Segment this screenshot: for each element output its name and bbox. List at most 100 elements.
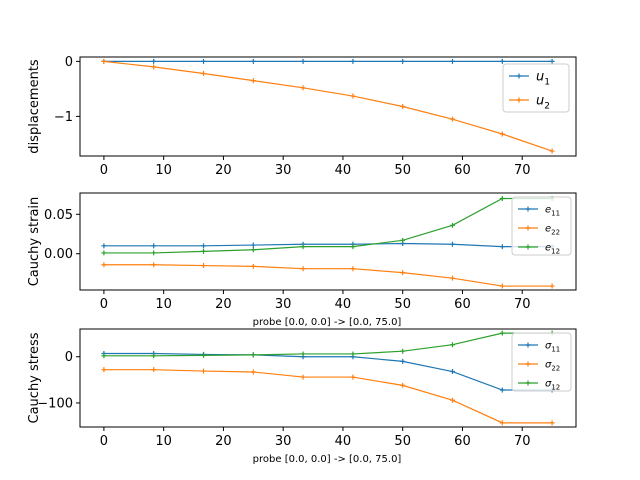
series-σ22 (101, 367, 555, 426)
data-point (499, 58, 505, 64)
x-axis-label: probe [0.0, 0.0] -> [0.0, 75.0] (253, 454, 402, 465)
data-point (300, 58, 306, 64)
y-tick-label: −1 (54, 110, 73, 125)
data-point (101, 58, 107, 64)
data-point (400, 270, 406, 276)
data-point (101, 367, 107, 373)
x-tick-label: 10 (155, 163, 172, 178)
series-line (103, 264, 553, 287)
legend-marker (525, 225, 531, 231)
x-tick-label: 50 (394, 297, 411, 312)
data-point (499, 387, 505, 393)
legend-marker (525, 380, 531, 386)
x-tick-label: 0 (100, 163, 108, 178)
y-axis-label: Cauchy strain (27, 197, 42, 287)
x-tick-label: 20 (215, 163, 232, 178)
x-tick-label: 70 (514, 163, 531, 178)
series-line (103, 332, 553, 357)
series-u1 (101, 58, 555, 64)
series-σ11 (101, 351, 555, 393)
y-tick-label: 0 (65, 350, 73, 365)
data-point (201, 71, 207, 76)
x-tick-label: 10 (155, 434, 172, 449)
y-axis-label: Cauchy stress (27, 332, 42, 423)
data-point (449, 369, 455, 375)
y-tick-label: 0 (65, 55, 73, 70)
x-tick-label: 60 (454, 163, 471, 178)
data-point (201, 243, 207, 249)
x-tick-label: 30 (275, 297, 292, 312)
data-point (151, 262, 157, 268)
data-point (350, 351, 356, 357)
data-point (151, 64, 157, 70)
data-point (449, 275, 455, 281)
data-point (499, 420, 505, 426)
data-point (250, 58, 256, 64)
data-point (101, 262, 107, 268)
series-line (103, 197, 553, 254)
data-point (499, 196, 505, 202)
x-axis-label: probe [0.0, 0.0] -> [0.0, 75.0] (253, 317, 402, 328)
legend-marker (516, 73, 522, 79)
data-point (250, 247, 256, 253)
data-point (400, 58, 406, 64)
data-point (201, 58, 207, 64)
series-u2 (101, 58, 555, 154)
data-point (499, 283, 505, 289)
data-point (449, 116, 455, 122)
data-point (400, 348, 406, 354)
series-line (103, 352, 553, 391)
data-point (201, 263, 207, 269)
y-axis-label: displacements (27, 59, 42, 154)
data-point (201, 352, 207, 358)
data-point (300, 374, 306, 380)
axes-frame (79, 328, 577, 428)
x-tick-label: 30 (275, 163, 292, 178)
x-tick-label: 40 (335, 163, 352, 178)
data-point (350, 374, 356, 380)
y-tick-label: 0.05 (44, 208, 73, 223)
x-tick-label: 10 (155, 297, 172, 312)
data-point (250, 263, 256, 269)
x-tick-label: 40 (335, 297, 352, 312)
x-tick-label: 50 (394, 434, 411, 449)
data-point (549, 283, 555, 289)
x-tick-label: 70 (514, 297, 531, 312)
data-point (350, 58, 356, 64)
x-tick-label: 40 (335, 434, 352, 449)
data-point (250, 369, 256, 375)
data-point (549, 420, 555, 426)
series-e12 (101, 196, 555, 256)
legend-frame (511, 196, 572, 256)
data-point (151, 367, 157, 373)
data-point (151, 58, 157, 64)
data-point (201, 248, 207, 254)
data-point (300, 351, 306, 357)
data-point (549, 148, 555, 154)
data-point (101, 250, 107, 256)
data-point (549, 58, 555, 64)
data-point (151, 353, 157, 359)
data-point (350, 266, 356, 272)
data-point (400, 104, 406, 109)
data-point (449, 222, 455, 228)
data-point (449, 397, 455, 403)
data-point (250, 242, 256, 248)
data-point (300, 85, 306, 91)
x-tick-label: 0 (100, 434, 108, 449)
data-point (101, 353, 107, 359)
x-tick-label: 30 (275, 434, 292, 449)
x-tick-label: 0 (100, 297, 108, 312)
x-tick-label: 70 (514, 434, 531, 449)
data-point (300, 266, 306, 272)
data-point (400, 382, 406, 388)
data-point (250, 352, 256, 358)
axes-frame (79, 56, 577, 157)
data-point (101, 243, 107, 249)
